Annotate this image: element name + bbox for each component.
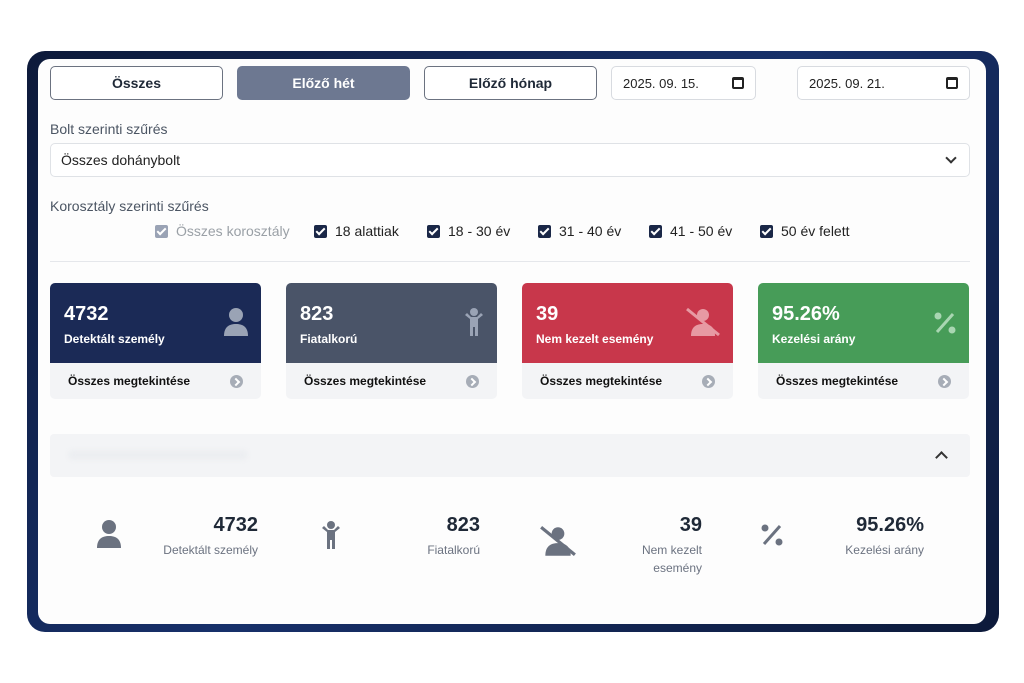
date-from-value: 2025. 09. 15. (623, 75, 699, 91)
card-minors: 823 Fiatalkorú Összes megtekintése (286, 283, 497, 399)
arrow-right-circle-icon (938, 374, 951, 388)
view-all-link[interactable]: Összes megtekintése (522, 363, 733, 399)
checkbox-icon[interactable] (155, 224, 168, 238)
view-all-link[interactable]: Összes megtekintése (50, 363, 261, 399)
person-off-icon (686, 307, 720, 337)
arrow-right-circle-icon (466, 374, 479, 388)
card-label: Fiatalkorú (300, 332, 358, 346)
age-option-18-30[interactable]: 18 - 30 év (427, 223, 510, 239)
dashboard-panel: Összes Előző hét Előző hónap 2025. 09. 1… (38, 59, 986, 624)
card-value: 823 (300, 303, 334, 325)
child-icon (322, 521, 340, 549)
card-header: 4732 Detektált személy (50, 283, 261, 363)
percent-icon (761, 524, 783, 546)
card-label: Nem kezelt esemény (536, 332, 654, 346)
date-to-input[interactable]: 2025. 09. 21. (797, 66, 970, 100)
view-all-link[interactable]: Összes megtekintése (286, 363, 497, 399)
card-header: 39 Nem kezelt esemény (522, 283, 733, 363)
summary-rate: 95.26% Kezelési arány (845, 514, 924, 557)
age-filter-options: Összes korosztály 18 alattiak 18 - 30 év… (38, 223, 986, 243)
child-icon (465, 308, 483, 336)
age-option-under-18[interactable]: 18 alattiak (314, 223, 399, 239)
person-icon (224, 308, 248, 336)
date-to-value: 2025. 09. 21. (809, 75, 885, 91)
arrow-right-circle-icon (230, 374, 243, 388)
card-label: Kezelési arány (772, 332, 856, 346)
age-option-over-50[interactable]: 50 év felett (760, 223, 850, 239)
accordion-title-placeholder (68, 450, 248, 460)
arrow-right-circle-icon (702, 374, 715, 388)
date-from-input[interactable]: 2025. 09. 15. (611, 66, 756, 100)
store-select[interactable]: Összes dohánybolt (50, 143, 970, 177)
checkbox-icon[interactable] (538, 224, 551, 238)
divider (50, 261, 970, 262)
card-value: 4732 (64, 303, 109, 325)
chevron-down-icon (945, 152, 957, 164)
checkbox-icon[interactable] (314, 224, 327, 238)
percent-icon (934, 312, 956, 334)
age-filter-label: Korosztály szerinti szűrés (50, 198, 209, 214)
person-off-icon (540, 526, 576, 556)
summary-unhandled: 39 Nem kezelt esemény (641, 514, 702, 575)
checkbox-icon[interactable] (427, 224, 440, 238)
summary-accordion-header[interactable] (50, 434, 970, 477)
age-option-41-50[interactable]: 41 - 50 év (649, 223, 732, 239)
person-icon (97, 520, 121, 548)
card-value: 39 (536, 303, 559, 325)
checkbox-icon[interactable] (649, 224, 662, 238)
chevron-up-icon[interactable] (935, 451, 948, 464)
checkbox-icon[interactable] (760, 224, 773, 238)
card-header: 823 Fiatalkorú (286, 283, 497, 363)
view-all-link[interactable]: Összes megtekintése (758, 363, 969, 399)
age-option-31-40[interactable]: 31 - 40 év (538, 223, 621, 239)
filter-last-week-button[interactable]: Előző hét (237, 66, 410, 100)
card-detected-persons: 4732 Detektált személy Összes megtekinté… (50, 283, 261, 399)
filter-all-button[interactable]: Összes (50, 66, 223, 100)
card-value: 95.26% (772, 303, 840, 325)
filter-last-month-button[interactable]: Előző hónap (424, 66, 597, 100)
card-header: 95.26% Kezelési arány (758, 283, 969, 363)
card-handling-rate: 95.26% Kezelési arány Összes megtekintés… (758, 283, 969, 399)
calendar-icon[interactable] (946, 77, 958, 89)
store-select-value: Összes dohánybolt (61, 152, 181, 168)
age-option-all[interactable]: Összes korosztály (155, 223, 290, 239)
store-filter-label: Bolt szerinti szűrés (50, 121, 168, 137)
card-unhandled-events: 39 Nem kezelt esemény Összes megtekintés… (522, 283, 733, 399)
summary-detected: 4732 Detektált személy (163, 514, 258, 557)
calendar-icon[interactable] (732, 77, 744, 89)
card-label: Detektált személy (64, 332, 165, 346)
summary-minors: 823 Fiatalkorú (427, 514, 480, 557)
